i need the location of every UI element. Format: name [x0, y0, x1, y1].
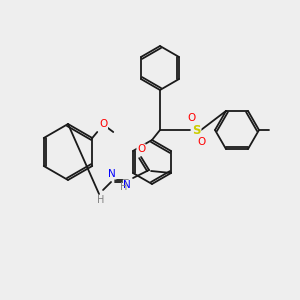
Text: H: H — [120, 182, 128, 192]
Text: O: O — [187, 113, 195, 123]
Text: H: H — [98, 195, 105, 205]
Text: N: N — [108, 169, 116, 179]
Text: N: N — [123, 180, 131, 190]
Text: O: O — [197, 137, 205, 147]
Text: O: O — [137, 144, 145, 154]
Text: O: O — [99, 119, 107, 129]
Text: S: S — [192, 124, 200, 136]
